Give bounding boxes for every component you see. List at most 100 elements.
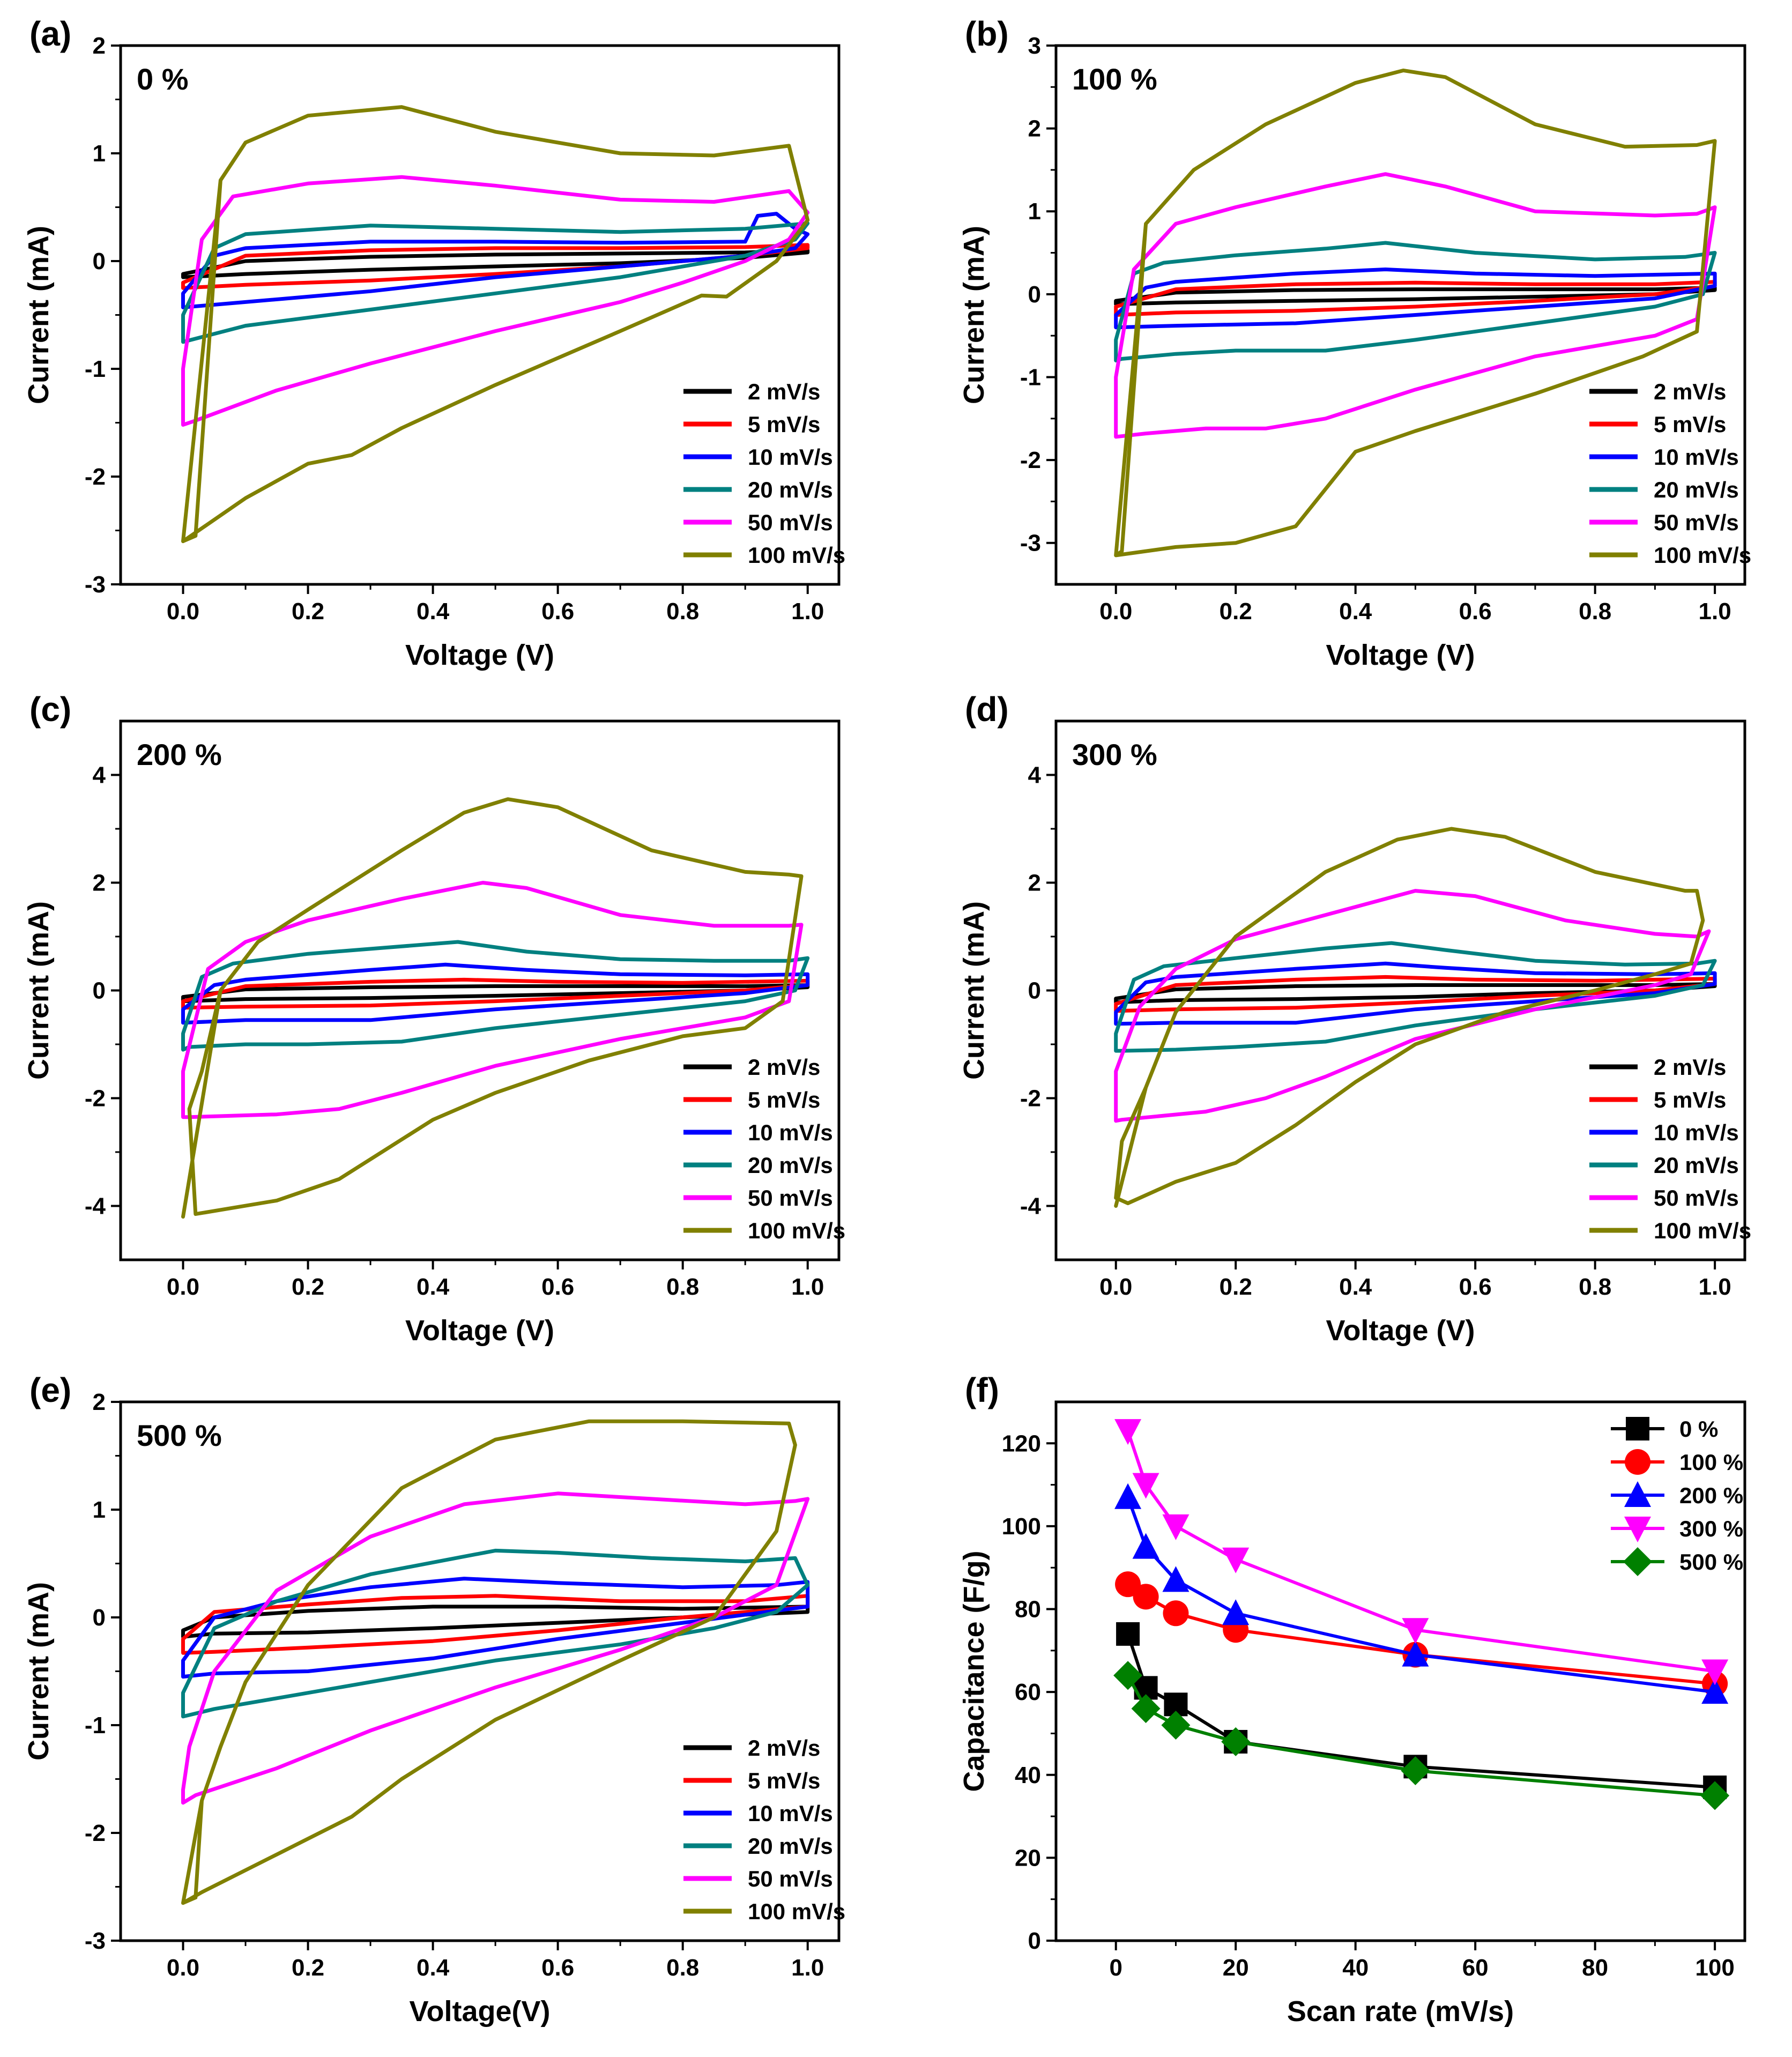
legend-label: 100 mV/s (748, 1899, 845, 1924)
data-point (1132, 1473, 1159, 1499)
series-line (1114, 241, 1717, 362)
legend-label: 50 mV/s (748, 1185, 833, 1211)
legend-label: 2 mV/s (748, 1735, 820, 1761)
data-point (1222, 1547, 1250, 1573)
legend-label: 20 mV/s (1654, 1153, 1739, 1178)
series-line (1114, 268, 1717, 330)
series-line (181, 175, 810, 427)
x-tick-label: 100 (1695, 1955, 1734, 1981)
legend-label: 10 mV/s (748, 1120, 833, 1145)
x-tick-label: 0.6 (541, 1274, 574, 1300)
x-tick-label: 0.0 (1099, 598, 1132, 625)
x-tick-label: 0.0 (167, 1274, 199, 1300)
series-line (1114, 982, 1717, 1005)
x-tick-label: 1.0 (1699, 1274, 1731, 1300)
x-tick-label: 0.6 (1459, 1274, 1492, 1300)
legend-marker (1625, 1449, 1650, 1475)
x-tick-label: 1.0 (791, 1955, 824, 1981)
x-axis-label: Scan rate (mV/s) (1287, 1995, 1514, 2028)
y-tick-label: -2 (85, 1820, 106, 1846)
condition-label: 500 % (137, 1419, 222, 1452)
data-point (1700, 1781, 1730, 1810)
legend-label: 5 mV/s (748, 412, 820, 437)
legend-label: 20 mV/s (1654, 477, 1739, 502)
series-line (181, 221, 810, 344)
x-tick-label: 0.0 (1099, 1274, 1132, 1300)
legend-marker (1626, 1417, 1649, 1440)
x-tick-label: 1.0 (791, 1274, 824, 1300)
chart-panel: 0.0 0.2 0.4 0.6 0.8 1.0 -3 -2 -1 0 1 2 Voltage(V) Cur… (23, 1371, 845, 2028)
x-tick-label: 0.4 (417, 1955, 450, 1981)
y-tick-label: 0 (93, 1605, 106, 1631)
series-line (181, 983, 810, 1004)
x-tick-label: 0.2 (1220, 1274, 1252, 1300)
y-tick-label: 1 (93, 140, 106, 167)
y-axis-label: Current (mA) (958, 226, 990, 404)
series-line (1114, 172, 1717, 439)
series-line (181, 1419, 797, 1905)
x-tick-label: 80 (1582, 1955, 1608, 1981)
legend-label: 20 mV/s (748, 477, 833, 502)
series-line (1114, 286, 1717, 306)
series-line (1126, 1583, 1717, 1685)
y-tick-label: 80 (1015, 1596, 1041, 1623)
y-tick-label: 2 (93, 33, 106, 59)
legend-label: 100 mV/s (748, 1218, 845, 1243)
legend-label: 5 mV/s (748, 1768, 820, 1793)
legend-label: 5 mV/s (748, 1087, 820, 1112)
y-tick-label: 0 (93, 248, 106, 274)
chart-panel: 0 20 40 60 80 100 0 20 40 60 80 100 120 Scan rate (mV… (958, 1371, 1746, 2028)
y-axis-label: Current (mA) (23, 226, 55, 404)
legend-label: 100 mV/s (1654, 1218, 1751, 1243)
x-tick-label: 0.8 (1579, 598, 1611, 625)
data-point (1131, 1694, 1161, 1724)
x-tick-label: 1.0 (1699, 598, 1731, 625)
legend-label: 50 mV/s (748, 1866, 833, 1891)
series-line (181, 797, 804, 1219)
condition-label: 100 % (1072, 62, 1157, 96)
y-tick-label: 2 (93, 1389, 106, 1415)
y-axis-label: Current (mA) (958, 901, 990, 1080)
data-point (1114, 1483, 1142, 1509)
y-tick-label: 0 (93, 978, 106, 1004)
chart-panel: 0.0 0.2 0.4 0.6 0.8 1.0 -3 -2 -1 0 1 2 3 Voltage (V) C… (958, 14, 1751, 671)
y-tick-label: -3 (85, 571, 106, 598)
series-line (1114, 961, 1717, 1026)
x-tick-label: 20 (1223, 1955, 1249, 1981)
legend-marker (1623, 1547, 1652, 1576)
series-line (181, 243, 810, 290)
y-tick-label: -2 (85, 1086, 106, 1112)
y-tick-label: 1 (93, 1497, 106, 1523)
x-axis-label: Voltage (V) (1326, 639, 1475, 671)
legend-label: 300 % (1679, 1516, 1743, 1541)
y-tick-label: 40 (1015, 1762, 1041, 1788)
panel-letter: (b) (965, 14, 1009, 53)
x-axis-label: Voltage (V) (1326, 1315, 1475, 1347)
x-tick-label: 0.6 (1459, 598, 1492, 625)
panel-letter: (c) (29, 690, 71, 729)
y-tick-label: 0 (1028, 281, 1041, 308)
x-tick-label: 0.8 (1579, 1274, 1611, 1300)
legend-label: 5 mV/s (1654, 412, 1726, 437)
legend-label: 10 mV/s (748, 1801, 833, 1826)
data-point (1162, 1566, 1189, 1592)
data-point (1701, 1678, 1729, 1704)
y-tick-label: -1 (85, 1712, 106, 1739)
data-point (1113, 1661, 1143, 1690)
series-line (181, 962, 810, 1025)
legend-label: 100 mV/s (748, 543, 845, 568)
y-tick-label: -1 (1020, 364, 1041, 390)
data-point (1115, 1571, 1141, 1598)
legend-label: 50 mV/s (748, 510, 833, 535)
legend-label: 0 % (1679, 1416, 1718, 1442)
x-tick-label: 60 (1462, 1955, 1489, 1981)
legend-label: 5 mV/s (1654, 1087, 1726, 1112)
y-axis-label: Capacitance (F/g) (958, 1550, 990, 1792)
legend-label: 20 mV/s (748, 1833, 833, 1859)
legend-label: 2 mV/s (1654, 379, 1726, 404)
x-tick-label: 0.8 (666, 1955, 699, 1981)
y-axis-label: Current (mA) (23, 1582, 55, 1761)
y-tick-label: 1 (1028, 198, 1041, 225)
x-tick-label: 0.8 (666, 598, 699, 625)
series-line (181, 881, 804, 1119)
